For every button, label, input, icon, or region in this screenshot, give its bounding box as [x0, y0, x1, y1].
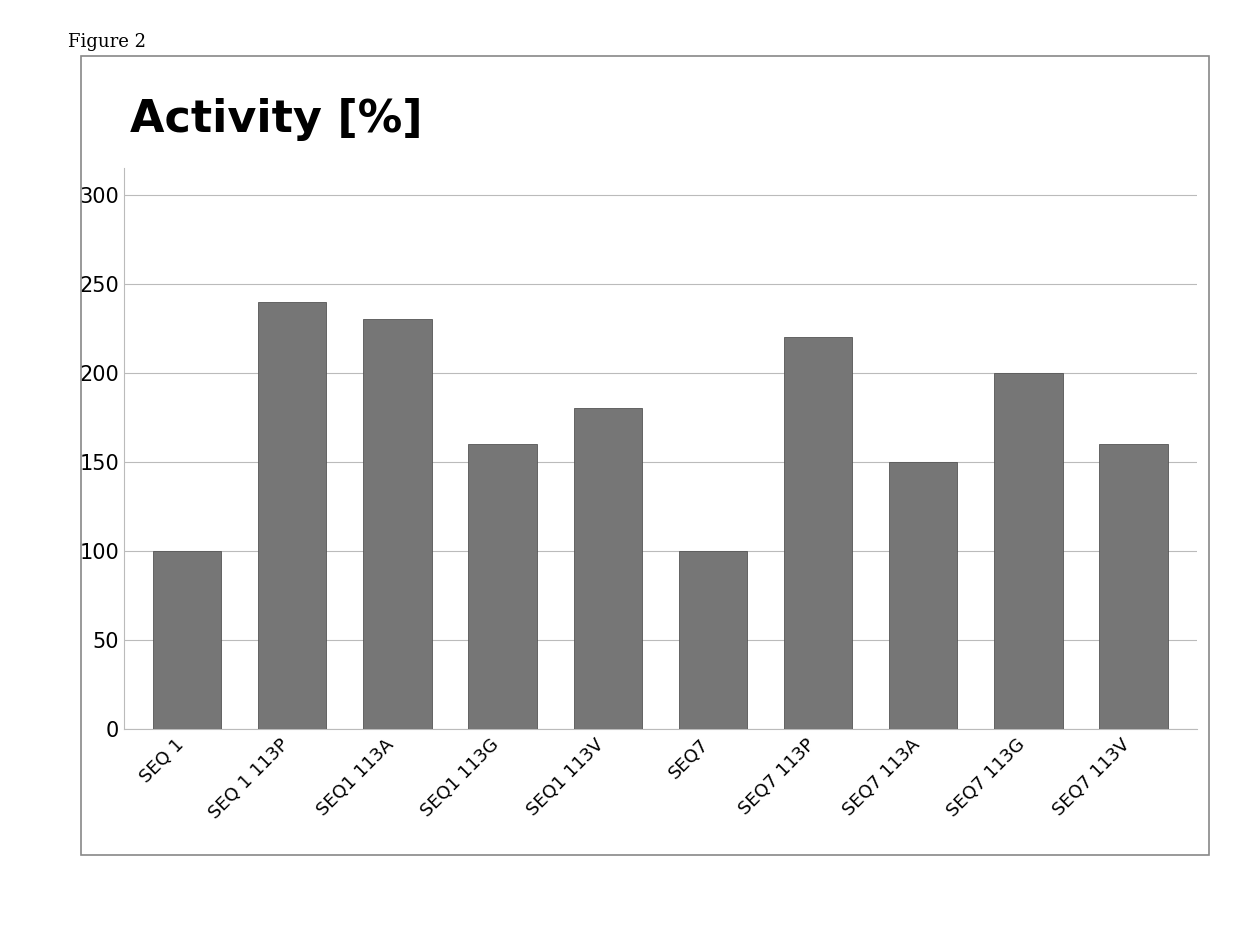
Bar [469, 444, 537, 729]
Bar [153, 551, 221, 729]
Bar [258, 302, 326, 729]
Bar [678, 551, 746, 729]
Bar [1100, 444, 1168, 729]
Bar [784, 337, 852, 729]
Text: Activity [%]: Activity [%] [130, 98, 423, 141]
Text: Figure 2: Figure 2 [68, 33, 146, 50]
Bar [994, 373, 1063, 729]
Bar [363, 319, 432, 729]
Bar [574, 408, 642, 729]
Bar [889, 461, 957, 729]
